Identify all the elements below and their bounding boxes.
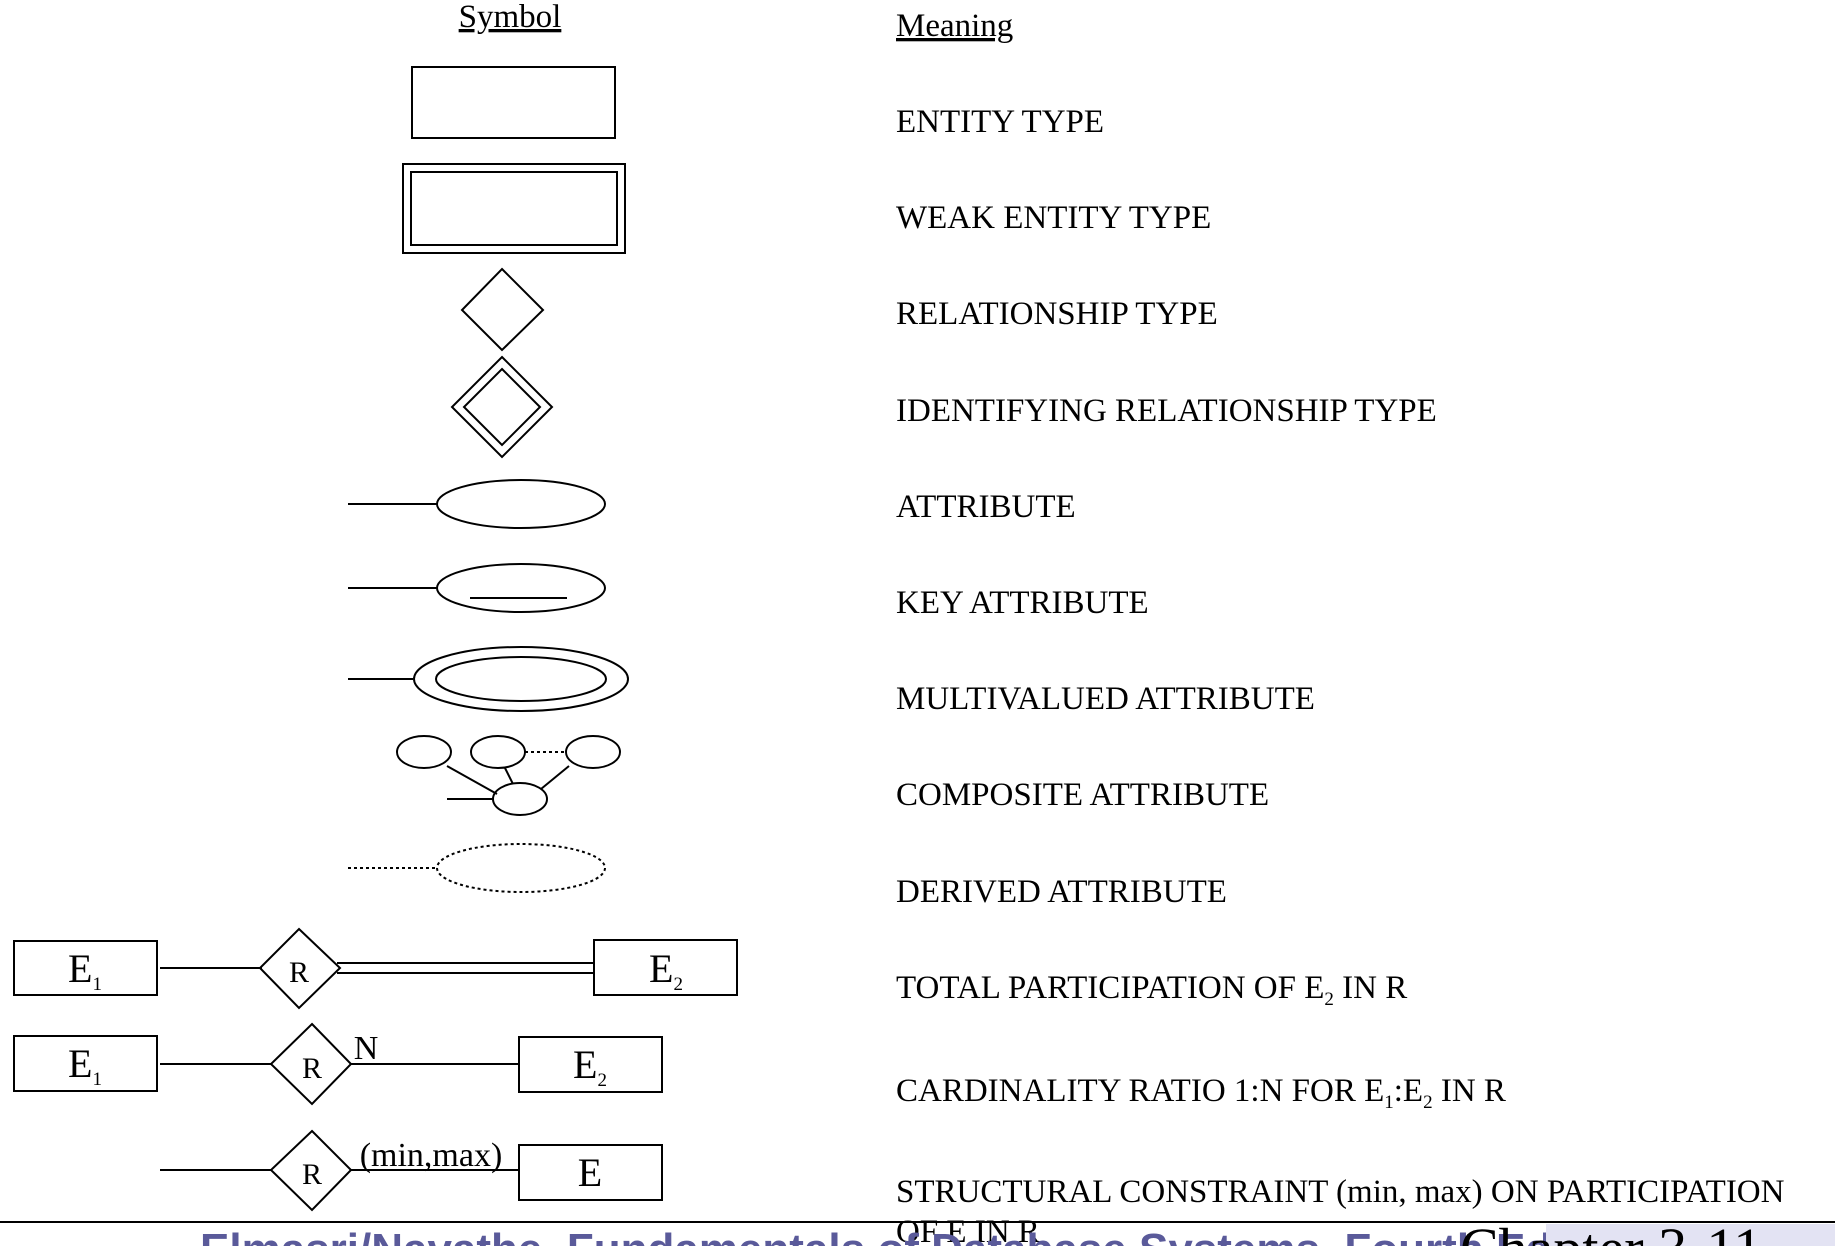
meaning-relationship-type: RELATIONSHIP TYPE — [896, 296, 1218, 332]
total-participation-symbol — [13, 927, 738, 1010]
relationship-type-symbol — [460, 267, 545, 352]
meaning-attribute: ATTRIBUTE — [896, 489, 1076, 525]
meaning-weak-entity-type: WEAK ENTITY TYPE — [896, 200, 1211, 236]
meaning-derived-attribute: DERIVED ATTRIBUTE — [896, 874, 1227, 910]
e2-label: E2 — [573, 1042, 607, 1091]
meaning-total-participation: TOTAL PARTICIPATION OF E2 IN R — [896, 970, 1407, 1010]
structural-constraint-symbol — [160, 1129, 663, 1212]
meaning-cardinality-ratio: CARDINALITY RATIO 1:N FOR E1:E2 IN R — [896, 1073, 1506, 1113]
meaning-header: Meaning — [896, 8, 1013, 44]
identifying-relationship-type-symbol — [450, 355, 554, 459]
entity-type-symbol — [411, 66, 616, 139]
e2-label: E2 — [649, 946, 683, 995]
r-label: R — [302, 1052, 322, 1085]
e-label: E — [578, 1150, 602, 1195]
meaning-entity-type: ENTITY TYPE — [896, 104, 1104, 140]
derived-attribute-symbol — [348, 843, 606, 893]
n-label: N — [354, 1030, 379, 1067]
chapter-label: Chapter 3-11 — [1460, 1216, 1762, 1246]
e1-label: E1 — [68, 1041, 102, 1090]
r-label: R — [302, 1158, 322, 1191]
meaning-structural-constraint: STRUCTURAL CONSTRAINT (min, max) ON PART… — [896, 1174, 1785, 1210]
e1-label: E1 — [68, 946, 102, 995]
min-max-label: (min,max) — [360, 1137, 503, 1174]
footer-citation: Elmasri/Navathe, Fundamentals of Databas… — [200, 1225, 1645, 1246]
cardinality-ratio-symbol — [13, 1022, 663, 1106]
chapter-badge — [1546, 1224, 1835, 1246]
r-label: R — [289, 956, 309, 989]
meaning-identifying-relationship-type: IDENTIFYING RELATIONSHIP TYPE — [896, 393, 1437, 429]
key-attribute-symbol — [348, 563, 606, 613]
attribute-symbol — [348, 479, 606, 529]
meaning-structural-constraint-line2: OF E IN R — [896, 1214, 1040, 1246]
weak-entity-type-symbol — [402, 163, 626, 254]
composite-attribute-symbol — [396, 735, 621, 816]
meaning-key-attribute: KEY ATTRIBUTE — [896, 585, 1149, 621]
meaning-composite-attribute: COMPOSITE ATTRIBUTE — [896, 777, 1269, 813]
multivalued-attribute-symbol — [348, 646, 629, 712]
meaning-multivalued-attribute: MULTIVALUED ATTRIBUTE — [896, 681, 1315, 717]
symbol-header: Symbol — [459, 0, 562, 35]
